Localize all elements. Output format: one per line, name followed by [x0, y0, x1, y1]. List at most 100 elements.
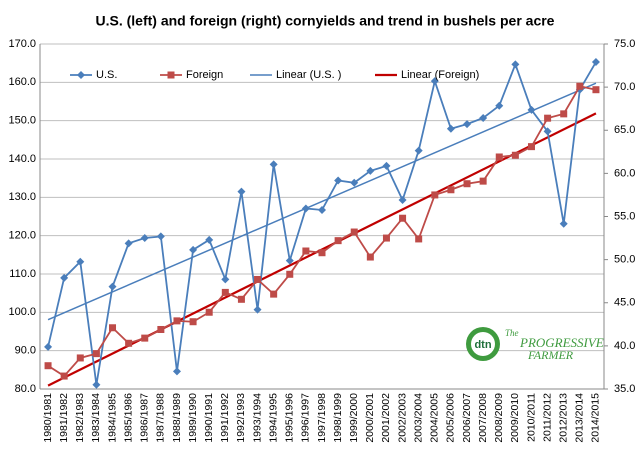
x-tick-label: 1986/1987	[139, 393, 151, 443]
x-tick-label: 1992/1993	[235, 393, 247, 443]
x-tick-label: 2003/2004	[412, 393, 424, 443]
data-point	[167, 71, 175, 79]
data-point	[415, 235, 423, 243]
data-point	[560, 110, 568, 118]
y-tick-label: 130.0	[8, 191, 36, 203]
data-point	[60, 273, 69, 282]
y2-tick-label: 35.0	[614, 383, 635, 395]
data-point	[382, 234, 390, 242]
data-point	[479, 113, 488, 122]
x-tick-label: 2011/2012	[541, 393, 553, 442]
data-point	[544, 114, 552, 122]
data-point	[109, 324, 117, 332]
data-point	[591, 58, 600, 67]
data-point	[511, 151, 519, 159]
y-tick-label: 140.0	[8, 153, 36, 165]
data-point	[399, 214, 407, 222]
data-point	[76, 354, 84, 362]
data-point	[592, 86, 600, 94]
y2-tick-label: 50.0	[614, 254, 635, 266]
x-tick-label: 1995/1996	[284, 393, 296, 443]
x-tick-label: 1990/1991	[203, 393, 215, 443]
x-tick-label: 1997/1998	[316, 393, 328, 443]
data-point	[495, 101, 504, 110]
y-tick-label: 110.0	[9, 268, 36, 280]
data-point	[254, 275, 262, 283]
legend-label: Foreign	[186, 69, 223, 81]
data-point	[446, 124, 455, 133]
x-tick-label: 1998/1999	[332, 393, 344, 443]
data-point	[92, 380, 101, 389]
logo-text: PROGRESSIVE	[519, 335, 604, 350]
data-point	[302, 247, 310, 255]
x-tick-label: 2014/2015	[590, 393, 602, 443]
legend-label: Linear (U.S. )	[276, 69, 341, 81]
data-point	[527, 105, 536, 114]
data-point	[543, 127, 552, 136]
y2-tick-label: 60.0	[614, 167, 635, 179]
data-point	[253, 305, 262, 314]
data-point	[44, 342, 53, 351]
data-point	[495, 153, 503, 161]
x-tick-label: 2010/2011	[525, 393, 537, 442]
data-point	[44, 362, 52, 370]
x-tick-label: 1980/1981	[42, 393, 54, 443]
x-tick-label: 2001/2002	[380, 393, 392, 443]
x-tick-label: 1985/1986	[122, 393, 134, 443]
data-point	[527, 143, 535, 151]
data-point	[479, 177, 487, 185]
data-point	[366, 166, 375, 175]
x-tick-label: 2012/2013	[557, 393, 569, 443]
data-point	[431, 191, 439, 199]
x-tick-label: 2004/2005	[429, 393, 441, 443]
x-tick-label: 1989/1990	[187, 393, 199, 443]
x-tick-label: 2008/2009	[493, 393, 505, 443]
data-point	[205, 308, 213, 316]
x-tick-label: 1996/1997	[300, 393, 312, 443]
data-point	[463, 180, 471, 188]
data-point	[77, 71, 85, 79]
data-point	[447, 186, 455, 194]
x-tick-label: 2009/2010	[509, 393, 521, 443]
x-tick-label: 1991/1992	[219, 393, 231, 443]
data-point	[334, 237, 342, 245]
data-point	[205, 235, 214, 244]
data-point	[366, 253, 374, 261]
x-tick-label: 1984/1985	[106, 393, 118, 443]
data-point	[350, 228, 358, 236]
data-point	[189, 245, 198, 254]
data-point	[60, 372, 68, 380]
y2-tick-label: 45.0	[614, 297, 635, 309]
y-tick-label: 160.0	[8, 76, 36, 88]
logo: dtn The PROGRESSIVE FARMER	[466, 327, 604, 362]
data-point	[382, 161, 391, 170]
x-tick-label: 1994/1995	[267, 393, 279, 443]
y2-tick-label: 55.0	[614, 210, 635, 222]
logo-text: The	[505, 328, 519, 338]
data-point	[221, 275, 230, 284]
x-tick-label: 1981/1982	[58, 393, 70, 443]
x-tick-label: 1988/1989	[171, 393, 183, 443]
x-tick-label: 2002/2003	[396, 393, 408, 443]
y2-tick-label: 70.0	[614, 81, 635, 93]
x-tick-label: 1983/1984	[90, 393, 102, 443]
data-point	[334, 176, 343, 185]
y-tick-label: 80.0	[15, 383, 36, 395]
data-point	[576, 82, 584, 90]
logo-inner	[471, 332, 495, 356]
data-point	[140, 233, 149, 242]
data-point	[189, 318, 197, 326]
data-point	[286, 270, 294, 278]
data-point	[173, 317, 181, 325]
chart-title: U.S. (left) and foreign (right) cornyiel…	[96, 13, 555, 29]
y2-tick-label: 65.0	[614, 124, 635, 136]
data-point	[285, 256, 294, 265]
legend-label: U.S.	[96, 69, 117, 81]
data-point	[398, 196, 407, 205]
data-point	[318, 205, 326, 214]
data-point	[157, 325, 165, 333]
y-tick-label: 170.0	[8, 38, 36, 50]
